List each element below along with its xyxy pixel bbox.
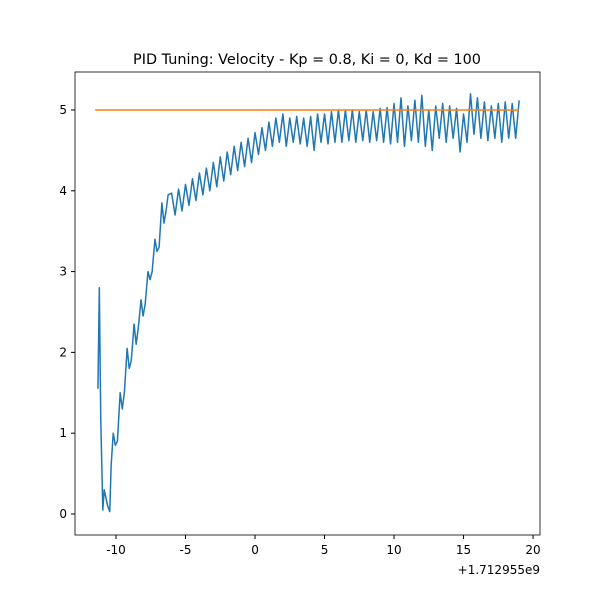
x-tick-label: -10 [106, 543, 126, 557]
y-tick-label: 1 [59, 426, 67, 440]
x-offset-label: +1.712955e9 [458, 563, 540, 577]
x-tick-label: 5 [321, 543, 329, 557]
x-tick-label: 15 [456, 543, 471, 557]
y-tick-label: 5 [59, 103, 67, 117]
y-tick-label: 2 [59, 345, 67, 359]
y-tick-label: 4 [59, 184, 67, 198]
x-tick-label: 10 [386, 543, 401, 557]
x-tick-label: 0 [251, 543, 259, 557]
y-tick-label: 0 [59, 507, 67, 521]
data-line [97, 93, 520, 513]
plot-frame [74, 71, 541, 536]
chart-title: PID Tuning: Velocity - Kp = 0.8, Ki = 0,… [133, 52, 481, 68]
x-tick-label: 20 [525, 543, 540, 557]
y-tick-label: 3 [59, 265, 67, 279]
x-tick-label: -5 [180, 543, 192, 557]
